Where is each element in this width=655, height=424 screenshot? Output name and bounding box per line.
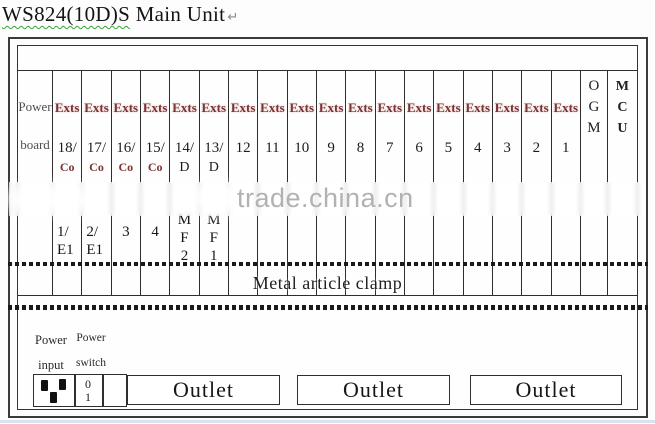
paragraph-return-icon: ↵ bbox=[227, 9, 239, 24]
ext-lower-label: M F 2 bbox=[177, 212, 192, 264]
metal-clamp-dotted-line-bottom bbox=[8, 305, 648, 310]
ext-tag-label: Exts bbox=[524, 100, 549, 115]
outlet-box-3: Outlet bbox=[470, 375, 622, 405]
ext-number-label: 14/ bbox=[174, 140, 195, 156]
power-board-label: Power bbox=[18, 99, 52, 114]
watermark-logo-blob bbox=[192, 183, 246, 213]
ext-number-label: 5 bbox=[444, 140, 453, 156]
outlet-box-2: Outlet bbox=[297, 375, 450, 405]
ext-tag-label: Exts bbox=[113, 100, 139, 115]
ext-sub-label: Co bbox=[118, 160, 134, 174]
ext-number-label: 10 bbox=[294, 140, 310, 156]
vertical-letters-label: O G M bbox=[587, 78, 601, 136]
ext-number-label: 9 bbox=[327, 140, 335, 156]
chassis-outer-frame bbox=[8, 37, 648, 418]
socket-pin-icon bbox=[59, 379, 66, 390]
ext-lower-label: 3 bbox=[122, 224, 130, 240]
ext-number-label: 12 bbox=[235, 140, 251, 156]
ext-number-label: 1 bbox=[561, 140, 570, 156]
ext-lower-label: 2/ E1 bbox=[86, 224, 103, 258]
ext-number-label: 16/ bbox=[116, 140, 136, 156]
ext-tag-label: Exts bbox=[54, 100, 80, 115]
ext-tag-label: Exts bbox=[318, 100, 344, 115]
watermark-band bbox=[9, 182, 646, 216]
power-input-socket bbox=[33, 374, 75, 407]
ext-tag-label: Exts bbox=[494, 100, 520, 115]
power-input-label: Power input bbox=[35, 333, 67, 372]
slot-mcu: M C U bbox=[608, 71, 637, 295]
ext-tag-label: Exts bbox=[377, 100, 403, 115]
metal-clamp-label: Metal article clamp bbox=[252, 273, 403, 293]
ext-number-label: 3 bbox=[503, 140, 511, 156]
slot-ext-13: Exts 13/D M F 1 bbox=[200, 71, 229, 295]
ext-tag-label: Exts bbox=[201, 100, 227, 115]
ext-tag-label: Exts bbox=[230, 100, 256, 115]
title-model-text: WS824(10D)S bbox=[2, 2, 131, 26]
page-title: WS824(10D)S Main Unit ↵ bbox=[2, 2, 239, 27]
ext-number-label: 8 bbox=[356, 140, 365, 156]
socket-pin-icon bbox=[50, 392, 57, 403]
vertical-letters-label: M C U bbox=[615, 79, 630, 136]
ext-number-label: 11 bbox=[265, 140, 280, 156]
ext-tag-label: Exts bbox=[172, 100, 197, 115]
power-board-label: board bbox=[20, 137, 50, 152]
socket-pin-icon bbox=[41, 380, 48, 391]
chassis-inner-frame bbox=[17, 45, 638, 410]
ext-number-label: 15/ bbox=[145, 140, 165, 156]
ext-tag-label: Exts bbox=[289, 100, 315, 115]
ext-tag-label: Exts bbox=[142, 100, 168, 115]
ext-number-label: 18/ bbox=[57, 140, 77, 156]
watermark-text: trade.china.cn bbox=[237, 183, 414, 213]
ext-sub-label: Co bbox=[147, 160, 163, 174]
ext-tag-label: Exts bbox=[436, 100, 461, 115]
ext-lower-label: 1/ E1 bbox=[57, 224, 74, 258]
ext-tag-label: Exts bbox=[348, 100, 373, 115]
ext-tag-label: Exts bbox=[465, 100, 491, 115]
metal-clamp-dotted-line-top bbox=[8, 262, 648, 266]
ext-number-label: 2 bbox=[532, 140, 541, 156]
ext-tag-label: Exts bbox=[406, 100, 432, 115]
ext-lower-label: 4 bbox=[151, 224, 159, 240]
ext-sub-label: D bbox=[179, 160, 190, 175]
ext-sub-label: Co bbox=[89, 160, 104, 174]
outlet-box-1: Outlet bbox=[127, 375, 280, 405]
ext-number-label: 6 bbox=[415, 140, 423, 156]
ext-sub-label: Co bbox=[59, 160, 75, 174]
ext-number-label: 7 bbox=[386, 140, 394, 156]
ext-tag-label: Exts bbox=[260, 100, 285, 115]
ext-number-label: 13/ bbox=[204, 140, 224, 156]
ext-lower-label: M F 1 bbox=[207, 212, 221, 264]
spacer-box bbox=[103, 374, 127, 407]
ext-number-label: 4 bbox=[474, 140, 482, 156]
power-switch: 0 1 bbox=[75, 374, 103, 407]
watermark-blob bbox=[6, 185, 94, 213]
ext-number-label: 17/ bbox=[86, 140, 107, 156]
ext-sub-label: D bbox=[208, 160, 219, 175]
scan-artifact-line bbox=[0, 420, 655, 423]
ext-tag-label: Exts bbox=[84, 100, 109, 115]
ext-tag-label: Exts bbox=[553, 100, 579, 115]
power-switch-label: Power switch bbox=[76, 332, 107, 369]
title-rest-text: Main Unit bbox=[130, 2, 226, 26]
